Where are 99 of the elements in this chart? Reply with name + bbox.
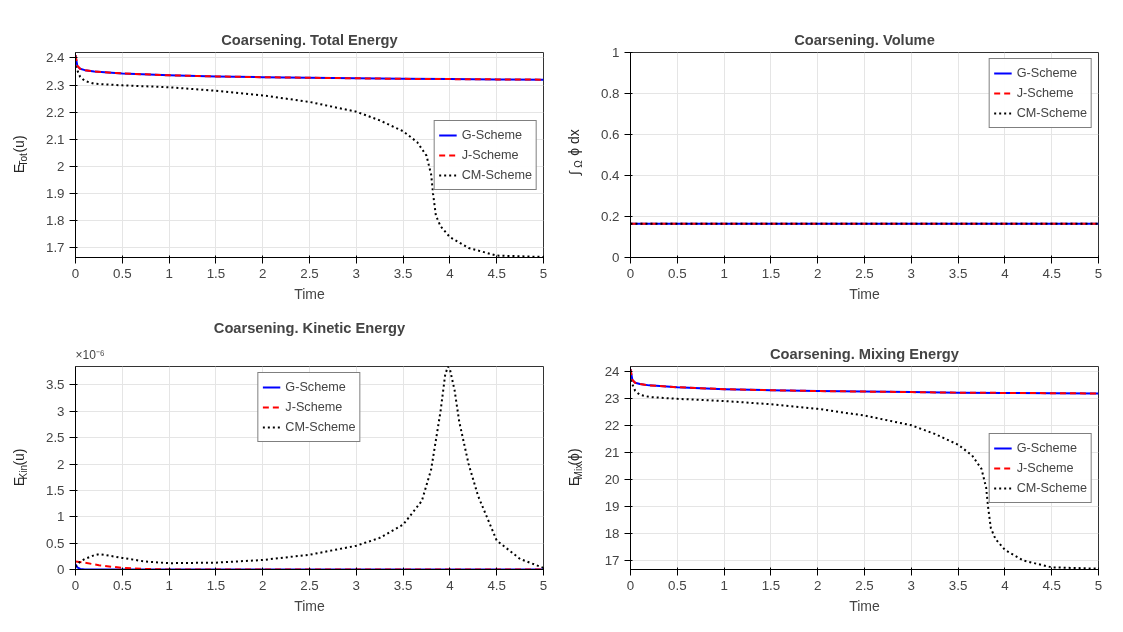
x-tick-label: 3.5 — [948, 577, 968, 593]
x-tick-label: 2 — [258, 577, 267, 593]
y-tick-label: 1.9 — [45, 186, 65, 202]
y-tick-label: 0 — [57, 562, 65, 577]
x-tick-label: 0 — [71, 265, 80, 281]
x-tick-label: 4.5 — [487, 577, 506, 593]
x-tick-label: 3 — [907, 265, 916, 281]
legend-label: G-Scheme — [1016, 440, 1078, 455]
x-tick-label: 0 — [626, 265, 635, 281]
y-tick-label: 1 — [57, 509, 65, 525]
legend-label: CM-Scheme — [461, 167, 532, 182]
x-axis-title: Time — [294, 285, 326, 302]
chart-title: Coarsening. Mixing Energy — [770, 345, 960, 362]
x-tick-label: 3 — [352, 577, 361, 593]
x-tick-label: 4 — [446, 265, 455, 281]
x-tick-label: 3 — [907, 577, 916, 593]
x-tick-label: 1 — [165, 577, 173, 593]
y-axis-title: EKin(u) — [10, 448, 29, 487]
legend-label: G-Scheme — [285, 380, 346, 394]
x-tick-label: 5 — [539, 577, 548, 593]
x-tick-label: 4 — [1001, 577, 1010, 593]
y-tick-label: 17 — [604, 553, 620, 569]
x-tick-label: 2.5 — [300, 265, 319, 281]
y-tick-label: 2.4 — [45, 50, 66, 66]
y-tick-label: 0 — [612, 250, 620, 265]
x-tick-label: 5 — [539, 265, 548, 281]
x-tick-label: 5 — [1094, 577, 1103, 593]
x-tick-label: 0.5 — [113, 265, 132, 281]
y-tick-label: 2.1 — [45, 131, 65, 147]
y-tick-label: 2.2 — [45, 104, 65, 120]
legend-label: CM-Scheme — [1016, 480, 1087, 495]
y-tick-label: 3.5 — [45, 377, 65, 393]
x-tick-label: 4 — [1001, 265, 1010, 281]
x-axis-title: Time — [294, 597, 326, 614]
legend-label: G-Scheme — [461, 127, 523, 142]
x-tick-label: 2 — [813, 265, 822, 281]
y-tick-label: 18 — [604, 526, 620, 542]
x-axis-title: Time — [849, 285, 881, 302]
x-tick-label: 3.5 — [393, 577, 413, 593]
x-tick-label: 1.5 — [761, 577, 781, 593]
x-tick-label: 1 — [720, 577, 728, 593]
y-tick-label: 3 — [57, 403, 65, 419]
y-axis-title: EMix(ϕ) — [565, 448, 584, 487]
x-tick-label: 1.5 — [206, 577, 226, 593]
legend-label: G-Scheme — [1016, 66, 1078, 80]
x-tick-label: 2.5 — [300, 577, 319, 593]
y-tick-label: 2.3 — [45, 77, 65, 93]
x-tick-label: 0.5 — [113, 577, 132, 593]
x-tick-label: 4.5 — [1042, 577, 1061, 593]
x-tick-label: 4.5 — [487, 265, 506, 281]
chart-title: Coarsening. Volume — [794, 31, 935, 48]
x-tick-label: 0.5 — [668, 265, 687, 281]
x-axis-title: Time — [849, 597, 881, 614]
x-tick-label: 4 — [446, 577, 455, 593]
legend-label: J-Scheme — [1016, 86, 1074, 100]
y-axis-title: ETot(u) — [10, 135, 29, 174]
legend-label: J-Scheme — [1016, 460, 1074, 475]
y-tick-label: 20 — [604, 472, 620, 488]
x-tick-label: 0.5 — [668, 577, 687, 593]
y-tick-label: 24 — [604, 364, 621, 380]
x-tick-label: 4.5 — [1042, 265, 1061, 281]
x-tick-label: 1 — [165, 265, 173, 281]
y-tick-label: 0.4 — [600, 168, 621, 183]
chart-title: Coarsening. Kinetic Energy — [213, 319, 407, 336]
y-tick-label: 23 — [604, 391, 620, 407]
x-tick-label: 3 — [352, 265, 361, 281]
y-tick-label: 1.8 — [45, 213, 65, 229]
x-tick-label: 3.5 — [948, 265, 968, 281]
y-axis-title: ∫Ω ϕ dx — [565, 129, 584, 176]
y-tick-label: 1.7 — [45, 240, 65, 256]
x-tick-label: 5 — [1094, 265, 1103, 281]
y-tick-label: 2 — [57, 456, 65, 472]
text: ×10⁻⁶ — [75, 347, 105, 362]
x-tick-label: 2 — [813, 577, 822, 593]
chart-title: Coarsening. Total Energy — [221, 31, 399, 48]
x-tick-label: 2 — [258, 265, 267, 281]
y-tick-label: 0.5 — [45, 535, 65, 551]
x-tick-label: 3.5 — [393, 265, 413, 281]
x-tick-label: 2.5 — [855, 265, 874, 281]
legend-label: J-Scheme — [461, 147, 519, 162]
legend-label: CM-Scheme — [285, 420, 356, 434]
y-tick-label: 21 — [604, 445, 620, 461]
y-tick-label: 2 — [57, 159, 65, 175]
x-tick-label: 2.5 — [855, 577, 874, 593]
x-tick-label: 0 — [71, 577, 80, 593]
y-tick-label: 1.5 — [45, 482, 65, 498]
legend-label: CM-Scheme — [1016, 106, 1087, 120]
y-tick-label: 19 — [604, 499, 620, 515]
y-tick-label: 1 — [612, 45, 620, 60]
x-tick-label: 1.5 — [761, 265, 781, 281]
x-tick-label: 1.5 — [206, 265, 226, 281]
y-tick-label: 0.2 — [600, 209, 620, 224]
x-tick-label: 1 — [720, 265, 728, 281]
legend-label: J-Scheme — [285, 400, 343, 414]
x-tick-label: 0 — [626, 577, 635, 593]
y-tick-label: 22 — [604, 418, 620, 434]
y-tick-label: 0.6 — [600, 127, 620, 142]
y-tick-label: 0.8 — [600, 86, 620, 101]
y-tick-label: 2.5 — [45, 430, 65, 446]
